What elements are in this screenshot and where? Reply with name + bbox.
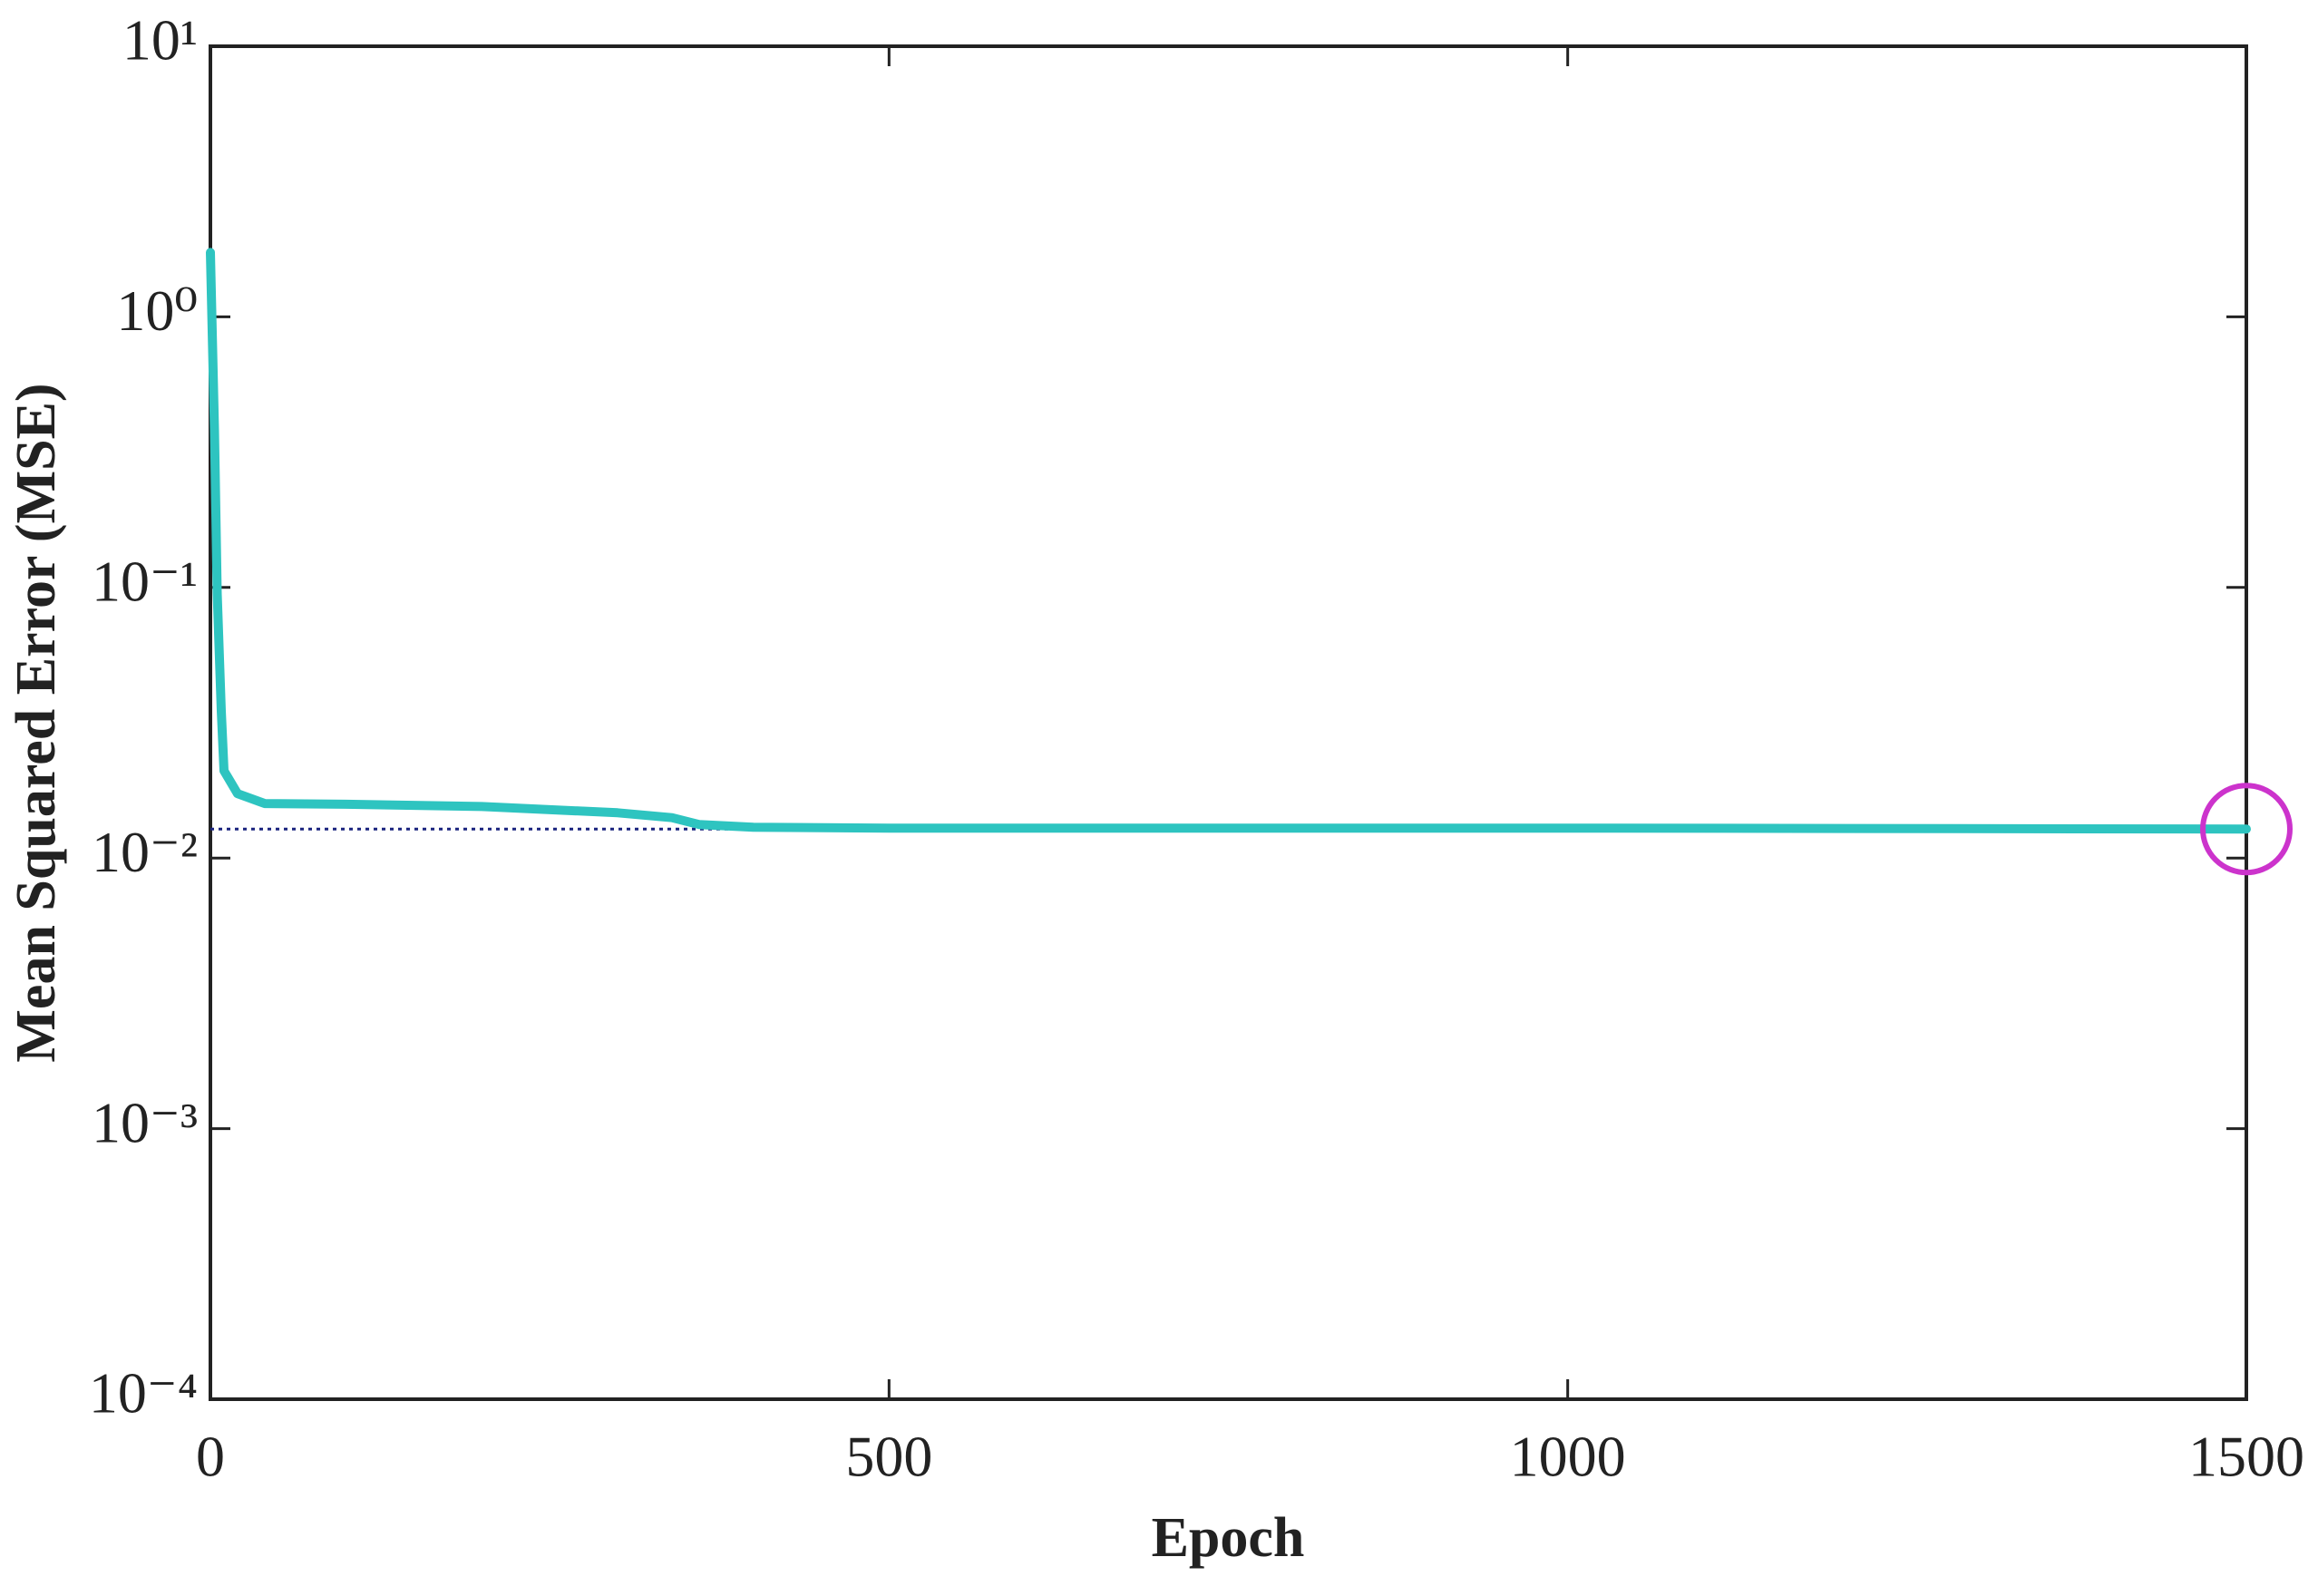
x-tick-label: 500 [845, 1425, 932, 1489]
y-tick-label: 10⁻³ [92, 1090, 198, 1154]
y-tick-label: 10⁻² [92, 820, 198, 884]
y-tick-label: 10⁻⁴ [89, 1361, 198, 1426]
y-axis-label: Mean Squared Error (MSE) [5, 383, 67, 1062]
y-tick-label: 10⁻¹ [92, 549, 198, 613]
plot-frame [209, 44, 2248, 1401]
best-marker [2200, 783, 2293, 876]
x-tick-label: 1000 [1510, 1425, 1626, 1489]
y-tick-label: 10⁰ [116, 278, 198, 343]
x-tick-label: 1500 [2188, 1425, 2304, 1489]
training-line [206, 248, 2251, 834]
x-tick-label: 0 [196, 1425, 225, 1489]
y-tick-label: 10¹ [122, 8, 198, 73]
x-axis-label: Epoch [1152, 1507, 1305, 1569]
